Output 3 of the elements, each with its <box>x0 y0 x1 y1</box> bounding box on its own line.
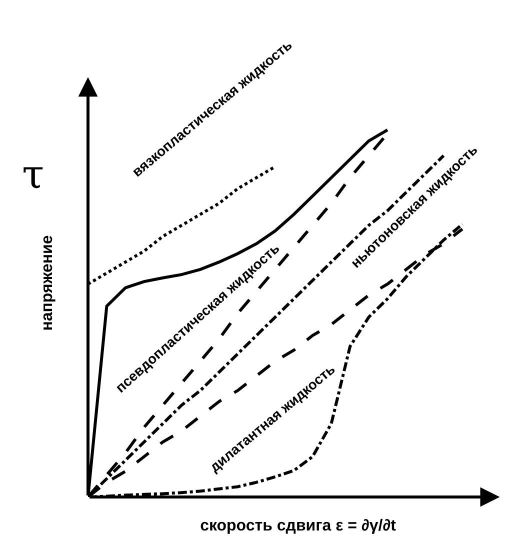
x-axis-title: скорость сдвига ε = ∂γ/∂t <box>200 518 397 535</box>
y-axis-title: напряжение <box>38 235 56 331</box>
text: τ <box>22 152 44 198</box>
